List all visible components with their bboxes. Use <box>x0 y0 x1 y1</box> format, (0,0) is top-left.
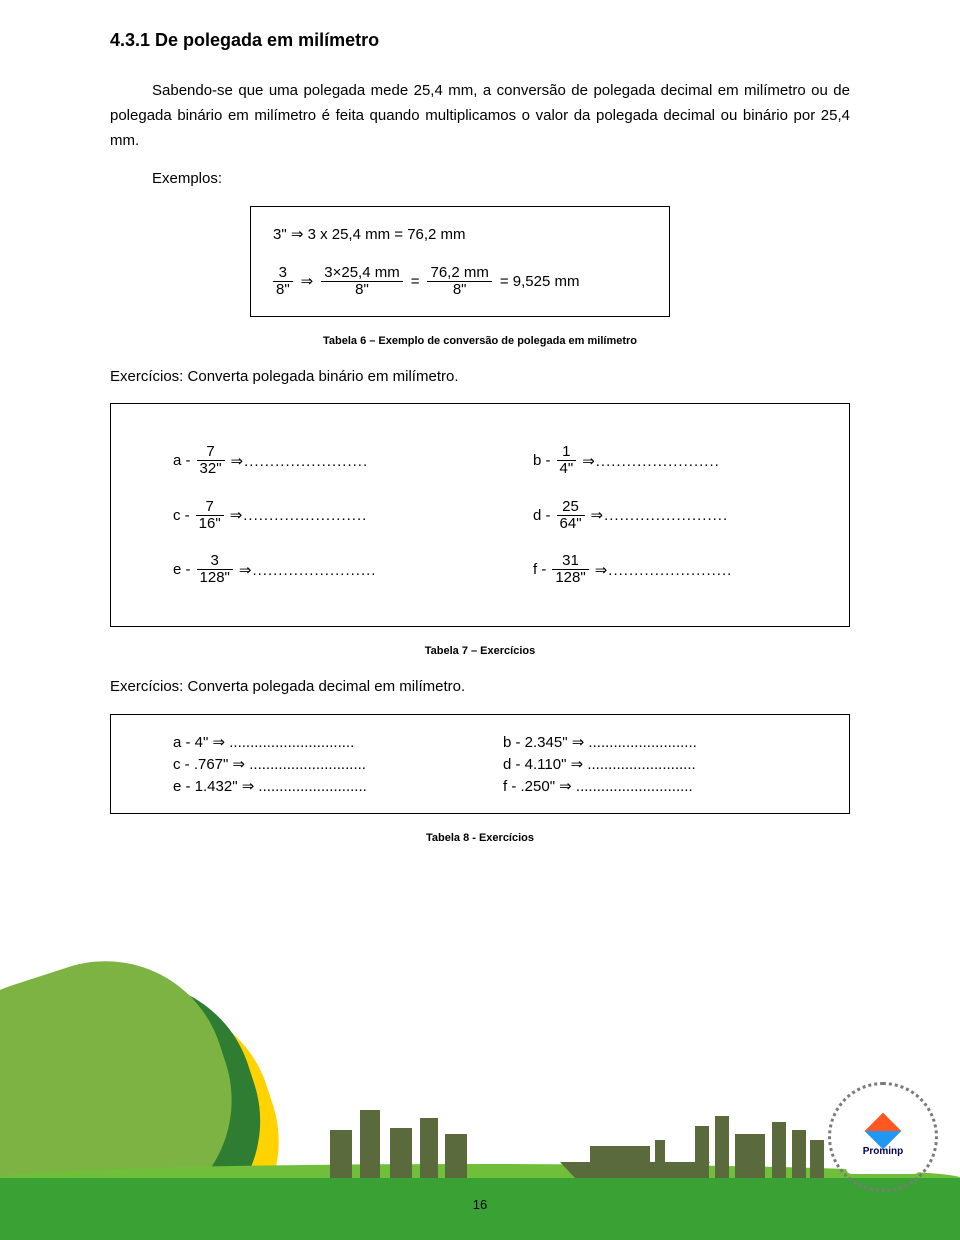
ex1-row-cd: c - 716" ⇒........................ d - 2… <box>173 499 827 532</box>
ex1-f: f - 31128" ⇒........................ <box>533 553 773 586</box>
prominp-badge: Prominp <box>828 1082 938 1192</box>
exercise1-box: a - 732" ⇒........................ b - 1… <box>110 403 850 627</box>
footer-art: Prominp <box>0 1132 960 1240</box>
page: 4.3.1 De polegada em milímetro Sabendo-s… <box>0 0 960 1240</box>
paragraph-1: Sabendo-se que uma polegada mede 25,4 mm… <box>110 79 850 153</box>
example-frac3: 76,2 mm 8" <box>427 265 491 298</box>
caption-table7: Tabela 7 – Exercícios <box>110 645 850 657</box>
exercise2-intro: Exercícios: Converta polegada decimal em… <box>110 675 850 700</box>
exercise2-box: a - 4" ⇒ .............................. … <box>110 714 850 814</box>
ex1-row-ab: a - 732" ⇒........................ b - 1… <box>173 444 827 477</box>
silhouette-plant-icon <box>690 1106 830 1178</box>
page-number: 16 <box>0 1197 960 1212</box>
ex1-a: a - 732" ⇒........................ <box>173 444 413 477</box>
exercise1-intro: Exercícios: Converta polegada binário em… <box>110 365 850 390</box>
ex1-e: e - 3128" ⇒........................ <box>173 553 413 586</box>
example-box: 3" ⇒ 3 x 25,4 mm = 76,2 mm 3 8" ⇒ 3×25,4… <box>250 206 670 317</box>
example-frac2: 3×25,4 mm 8" <box>321 265 402 298</box>
silhouette-buildings-icon <box>320 1100 500 1178</box>
badge-inner: Prominp <box>846 1100 920 1174</box>
section-heading: 4.3.1 De polegada em milímetro <box>110 30 850 51</box>
ex1-row-ef: e - 3128" ⇒........................ f - … <box>173 553 827 586</box>
silhouette-ship-icon <box>560 1132 710 1178</box>
equals-sign: = <box>411 273 420 290</box>
example-line1: 3" ⇒ 3 x 25,4 mm = 76,2 mm <box>273 225 647 243</box>
badge-diamond-icon <box>865 1112 902 1149</box>
ex2-f: f - .250" ⇒ ............................ <box>503 777 743 795</box>
ex1-b: b - 14" ⇒........................ <box>533 444 773 477</box>
ex2-row-ef: e - 1.432" ⇒ .......................... … <box>173 777 827 795</box>
ex2-row-cd: c - .767" ⇒ ............................… <box>173 755 827 773</box>
ex1-c: c - 716" ⇒........................ <box>173 499 413 532</box>
ex2-a: a - 4" ⇒ .............................. <box>173 733 413 751</box>
ex2-c: c - .767" ⇒ ............................ <box>173 755 413 773</box>
example-result: = 9,525 mm <box>500 273 580 290</box>
ex2-b: b - 2.345" ⇒ .......................... <box>503 733 743 751</box>
caption-table8: Tabela 8 - Exercícios <box>110 832 850 844</box>
caption-table6: Tabela 6 – Exemplo de conversão de poleg… <box>110 335 850 347</box>
example-frac1: 3 8" <box>273 265 293 298</box>
paragraph-examples-label: Exemplos: <box>110 167 850 192</box>
content-area: 4.3.1 De polegada em milímetro Sabendo-s… <box>110 30 850 862</box>
ex2-e: e - 1.432" ⇒ .......................... <box>173 777 413 795</box>
arrow-icon: ⇒ <box>301 272 314 290</box>
example-equation: 3 8" ⇒ 3×25,4 mm 8" = 76,2 mm 8" = 9,525… <box>273 265 647 298</box>
ex2-row-ab: a - 4" ⇒ .............................. … <box>173 733 827 751</box>
ex2-d: d - 4.110" ⇒ .......................... <box>503 755 743 773</box>
ex1-d: d - 2564" ⇒........................ <box>533 499 773 532</box>
